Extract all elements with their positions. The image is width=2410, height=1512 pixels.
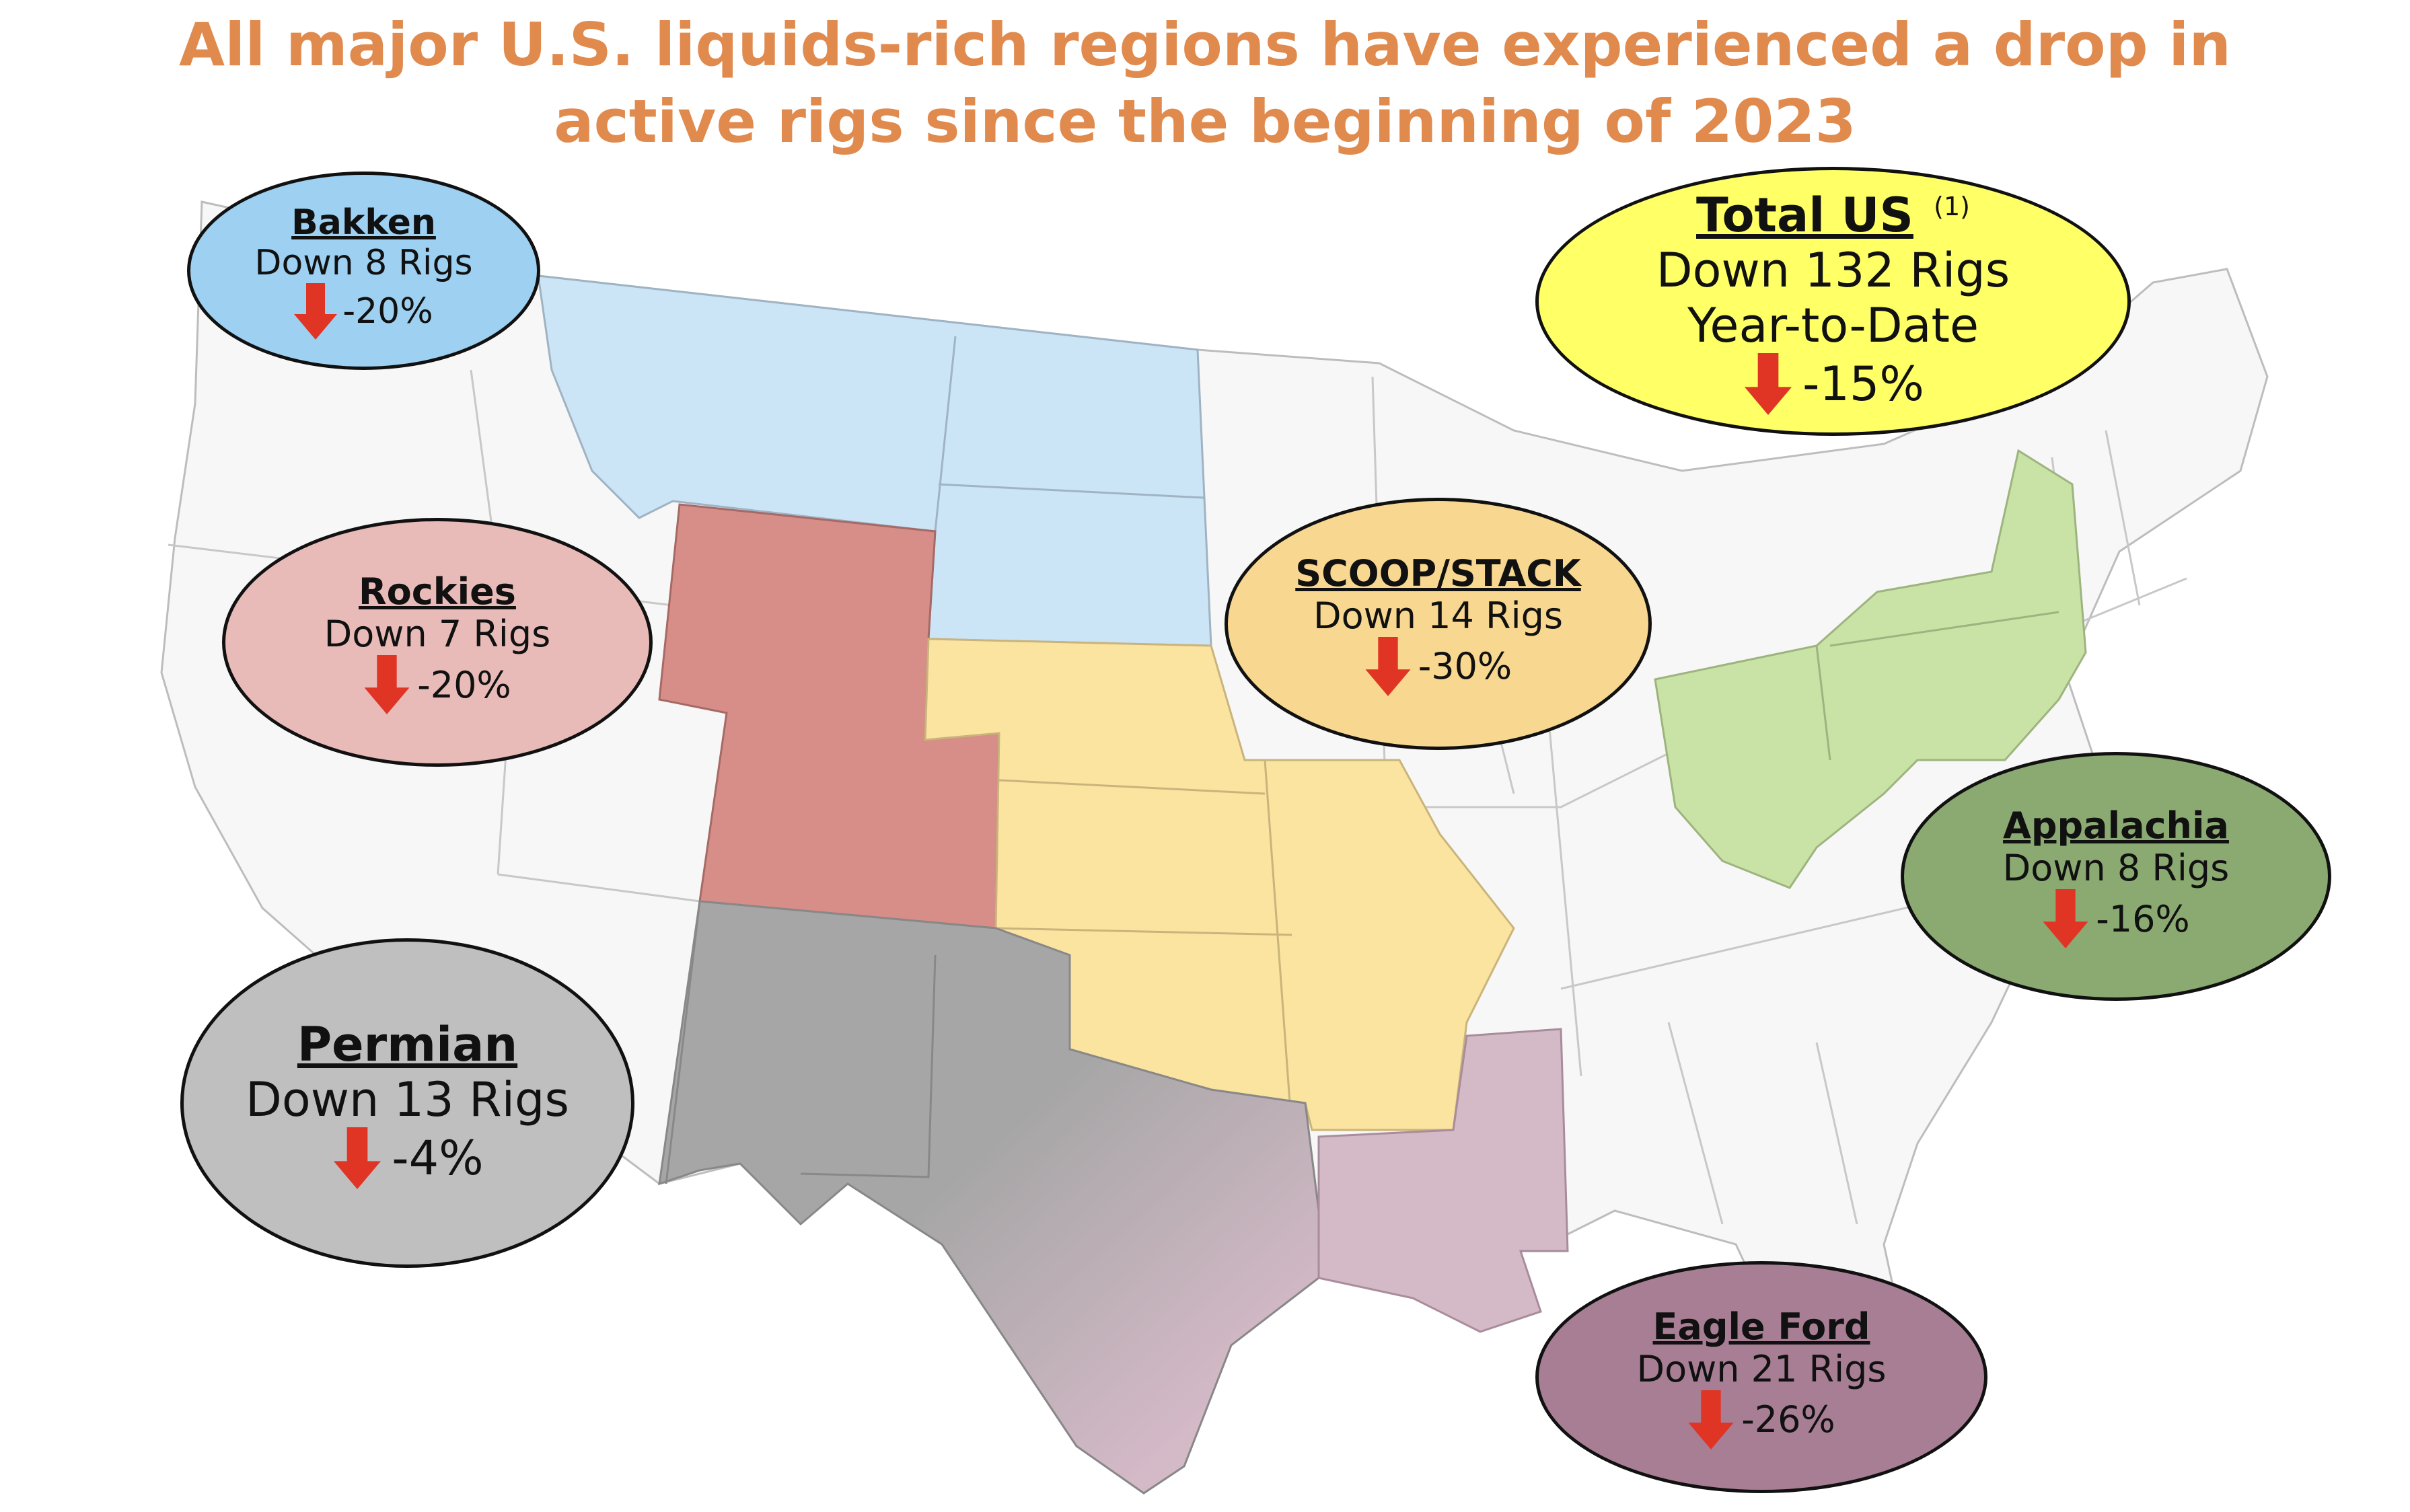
rig-change: Down 13 Rigs [246, 1072, 569, 1127]
down-arrow-icon [2043, 889, 2088, 948]
pct-change: -4% [392, 1131, 484, 1186]
region-name: Permian [297, 1017, 518, 1072]
down-arrow-icon [1688, 1390, 1734, 1449]
region-name: SCOOP/STACK [1295, 552, 1581, 595]
rig-change: Down 7 Rigs [324, 613, 551, 655]
title-line-2: active rigs since the beginning of 2023 [554, 87, 1856, 156]
down-arrow-icon [364, 655, 410, 714]
region-callout-rockies: Rockies Down 7 Rigs -20% [222, 518, 653, 767]
region-name: Eagle Ford [1652, 1305, 1870, 1348]
rig-change: Down 14 Rigs [1313, 594, 1563, 637]
title-line-1: All major U.S. liquids-rich regions have… [178, 10, 2232, 79]
period-label: Year-to-Date [1687, 298, 1979, 353]
rig-change: Down 8 Rigs [2002, 847, 2230, 889]
pct-change: -26% [1741, 1398, 1835, 1441]
region-callout-appalachia: Appalachia Down 8 Rigs -16% [1901, 752, 2331, 1001]
region-scoop-stack [924, 638, 1515, 1131]
region-callout-bakken: Bakken Down 8 Rigs -20% [187, 172, 540, 370]
rig-change: Down 8 Rigs [254, 242, 473, 283]
down-arrow-icon [1365, 636, 1411, 696]
region-callout-scoop-stack: SCOOP/STACK Down 14 Rigs -30% [1225, 498, 1652, 750]
region-name: Appalachia [2003, 804, 2229, 847]
pct-change: -30% [1418, 645, 1512, 687]
rig-change: Down 132 Rigs [1656, 243, 2010, 298]
region-eagle-ford [1317, 1028, 1569, 1333]
region-name: Total US [1696, 188, 1913, 243]
down-arrow-icon [1745, 353, 1792, 415]
footnote-marker: (1) [1934, 191, 1970, 221]
pct-change: -20% [342, 291, 433, 332]
pct-change: -20% [417, 663, 511, 706]
region-name: Bakken [291, 202, 436, 243]
page-title: All major U.S. liquids-rich regions have… [0, 7, 2410, 160]
rig-change: Down 21 Rigs [1636, 1347, 1887, 1390]
pct-change: -15% [1802, 356, 1924, 412]
region-callout-eagle-ford: Eagle Ford Down 21 Rigs -26% [1535, 1261, 1987, 1493]
region-permian [658, 900, 1320, 1495]
region-callout-total-us: Total US (1) Down 132 Rigs Year-to-Date … [1535, 167, 2131, 436]
down-arrow-icon [294, 282, 338, 340]
down-arrow-icon [334, 1127, 381, 1189]
region-callout-permian: Permian Down 13 Rigs -4% [180, 938, 634, 1268]
region-appalachia [1654, 449, 2087, 889]
region-name: Rockies [359, 570, 516, 613]
pct-change: -16% [2096, 897, 2190, 940]
